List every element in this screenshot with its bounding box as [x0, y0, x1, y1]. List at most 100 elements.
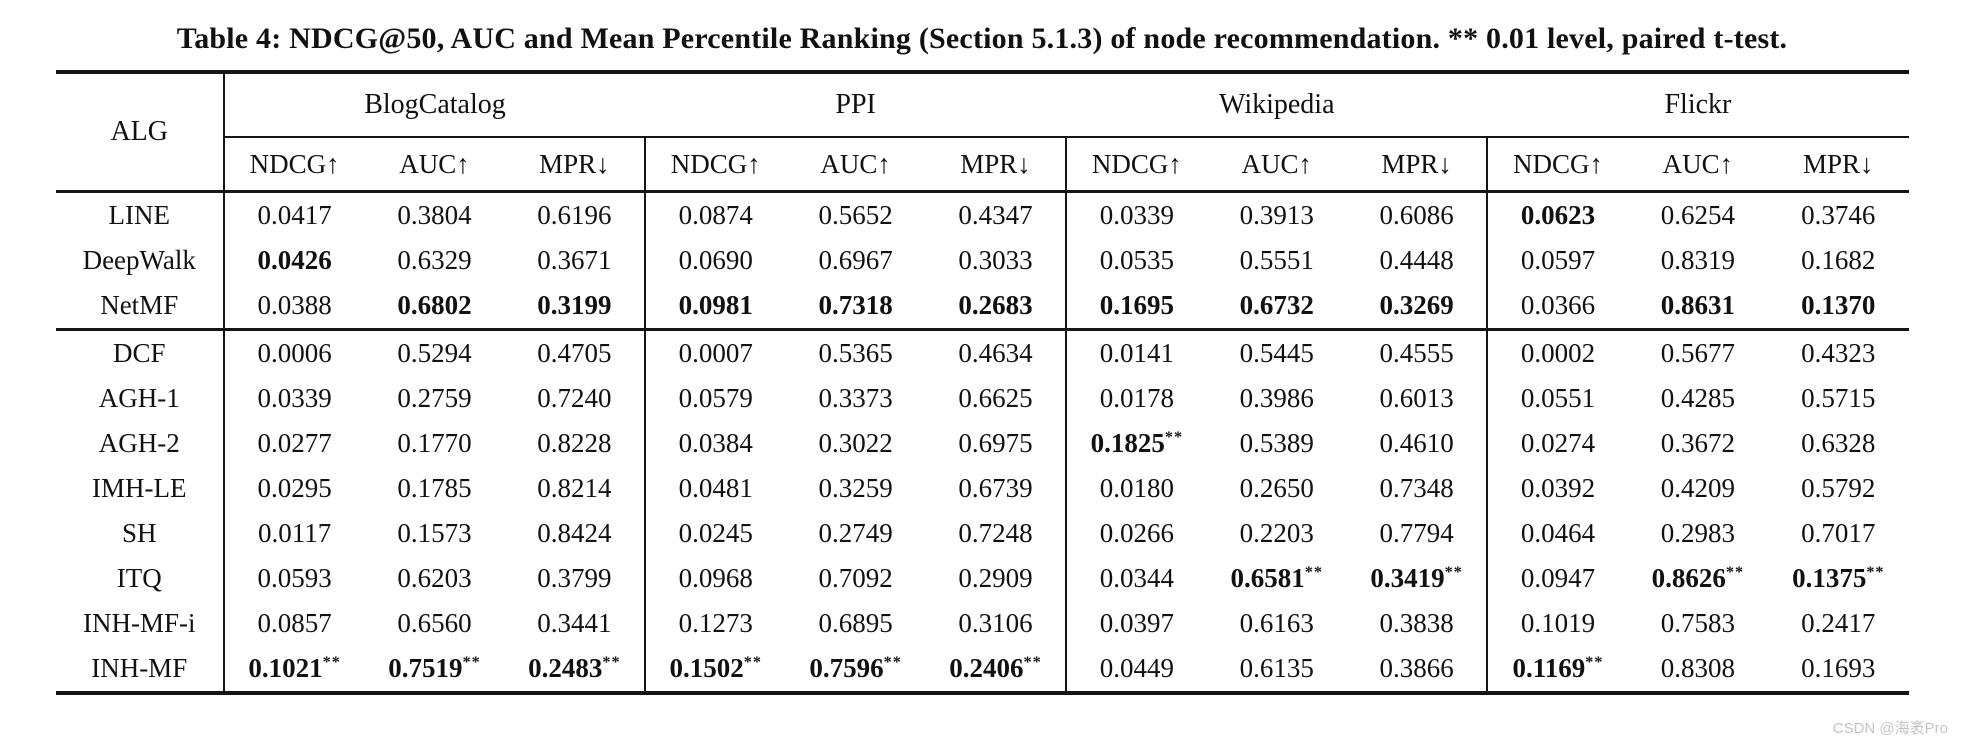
dataset-group-header: Wikipedia — [1066, 72, 1488, 138]
value-cell: 0.0339 — [257, 383, 332, 413]
value-cell: 0.0417 — [257, 200, 332, 230]
value-cell: 0.2759 — [397, 383, 472, 413]
value-cell: 0.5365 — [785, 328, 926, 376]
value-cell: 0.0449 — [1065, 646, 1207, 693]
value-cell: 0.0464 — [1486, 511, 1628, 556]
table-row: DCF 0.0006 0.5294 0.4705 0.0007 0.5365 0.4634 0… — [55, 328, 1909, 376]
alg-name-cell: DCF — [55, 328, 225, 376]
value-cell: 0.6013 — [1379, 383, 1454, 413]
value-cell: 0.1682 — [1801, 245, 1876, 275]
value-cell: 0.0266 — [1065, 511, 1207, 556]
table-row: AGH-1 0.0339 0.2759 0.7240 0.0579 0.3373 0.662… — [55, 376, 1909, 421]
value-cell: 0.6196 — [537, 200, 612, 230]
value-cell: 0.4634 — [925, 328, 1067, 376]
value-cell: 0.3672 — [1660, 428, 1736, 458]
significance-stars: ** — [1164, 428, 1184, 446]
value-cell: 0.3838 — [1379, 608, 1454, 638]
significance-stars: ** — [743, 653, 762, 671]
alg-name-cell: NetMF — [55, 283, 225, 330]
value-cell: 0.8214 — [537, 473, 612, 503]
value-cell: 0.8228 — [537, 428, 612, 458]
watermark: CSDN @海袤Pro — [1832, 720, 1948, 737]
value-cell: 0.0981 — [644, 283, 786, 330]
value-cell: 0.1502** — [644, 646, 786, 693]
value-cell: 0.6967 — [818, 245, 893, 275]
dataset-group-header: PPI — [645, 72, 1067, 138]
significance-stars: ** — [1585, 653, 1604, 671]
value-cell: 0.6732 — [1239, 290, 1314, 320]
metric-header: MPR↓ — [1346, 137, 1488, 193]
value-cell: 0.0274 — [1486, 421, 1628, 466]
value-cell: 0.2749 — [818, 518, 893, 548]
value-cell: 0.6203 — [397, 563, 472, 593]
results-table: ALG BlogCatalog PPI Wikipedia Flickr NDCG↑ AUC… — [55, 70, 1909, 695]
value-cell: 0.7092 — [818, 563, 893, 593]
value-cell: 0.0968 — [644, 556, 786, 601]
value-cell: 0.3033 — [958, 245, 1033, 275]
alg-name-cell: AGH-1 — [55, 376, 225, 421]
value-cell: 0.1169** — [1486, 646, 1628, 693]
value-cell: 0.7794 — [1379, 518, 1454, 548]
value-cell: 0.1770 — [397, 428, 472, 458]
value-cell: 0.7240 — [537, 383, 612, 413]
value-cell: 0.8631 — [1660, 290, 1736, 320]
table-row: AGH-2 0.0277 0.1770 0.8228 0.0384 0.3022 0.697… — [55, 421, 1909, 466]
value-cell: 0.3866 — [1379, 653, 1454, 683]
value-cell: 0.6163 — [1239, 608, 1314, 638]
value-cell: 0.3022 — [818, 428, 893, 458]
value-cell: 0.0178 — [1065, 376, 1207, 421]
value-cell: 0.5389 — [1239, 428, 1314, 458]
value-cell: 0.0593 — [257, 563, 332, 593]
value-cell: 0.0141 — [1065, 328, 1207, 376]
value-cell: 0.3259 — [818, 473, 893, 503]
significance-stars: ** — [883, 653, 902, 671]
metric-header: AUC↑ — [1627, 137, 1769, 193]
alg-name-cell: AGH-2 — [55, 421, 225, 466]
value-cell: 0.7248 — [958, 518, 1033, 548]
value-cell: 0.0535 — [1065, 238, 1207, 283]
metric-header: MPR↓ — [925, 137, 1067, 193]
value-cell: 0.3913 — [1239, 200, 1314, 230]
value-cell: 0.0117 — [258, 518, 332, 548]
value-cell: 0.7017 — [1801, 518, 1876, 548]
table-row: INH-MF 0.1021** 0.7519** 0.2483** 0.1502** 0.… — [55, 646, 1909, 693]
value-cell: 0.3804 — [397, 200, 472, 230]
value-cell: 0.3671 — [537, 245, 612, 275]
significance-stars: ** — [322, 653, 341, 671]
table-row: DeepWalk 0.0426 0.6329 0.3671 0.0690 0.6967 0.… — [55, 238, 1909, 283]
value-cell: 0.0295 — [257, 473, 332, 503]
value-cell: 0.6329 — [397, 245, 472, 275]
value-cell: 0.2909 — [958, 563, 1033, 593]
value-cell: 0.0690 — [644, 238, 786, 283]
value-cell: 0.5677 — [1627, 328, 1769, 376]
table-row: ITQ 0.0593 0.6203 0.3799 0.0968 0.7092 0.2909 0… — [55, 556, 1909, 601]
value-cell: 0.0874 — [644, 191, 786, 238]
value-cell: 0.1825** — [1065, 421, 1207, 466]
value-cell: 0.2650 — [1239, 473, 1314, 503]
table-row: IMH-LE 0.0295 0.1785 0.8214 0.0481 0.3259 0.67… — [55, 466, 1909, 511]
significance-stars: ** — [1304, 563, 1323, 581]
table-header: ALG BlogCatalog PPI Wikipedia Flickr NDCG↑ AUC… — [55, 72, 1909, 193]
value-cell: 0.0384 — [644, 421, 786, 466]
metric-header: MPR↓ — [1768, 137, 1909, 193]
value-cell: 0.2983 — [1660, 518, 1736, 548]
value-cell: 0.6086 — [1379, 200, 1454, 230]
value-cell: 0.7519** — [388, 653, 481, 683]
value-cell: 0.1573 — [397, 518, 472, 548]
metric-header: NDCG↑ — [1486, 137, 1628, 193]
table-row: LINE 0.0417 0.3804 0.6196 0.0874 0.5652 0.4347… — [55, 191, 1909, 238]
value-cell: 0.3373 — [818, 383, 893, 413]
value-cell: 0.0277 — [257, 428, 332, 458]
value-cell: 0.0579 — [644, 376, 786, 421]
value-cell: 0.0392 — [1486, 466, 1628, 511]
value-cell: 0.3419** — [1370, 563, 1463, 593]
value-cell: 0.7596** — [809, 653, 902, 683]
value-cell: 0.2406** — [949, 653, 1042, 683]
value-cell: 0.7348 — [1379, 473, 1454, 503]
value-cell: 0.4323 — [1768, 328, 1909, 376]
value-cell: 0.1019 — [1486, 601, 1628, 646]
alg-column-header: ALG — [55, 72, 225, 193]
value-cell: 0.5652 — [818, 200, 893, 230]
value-cell: 0.1370 — [1801, 290, 1876, 320]
metric-header: AUC↑ — [1206, 137, 1347, 193]
